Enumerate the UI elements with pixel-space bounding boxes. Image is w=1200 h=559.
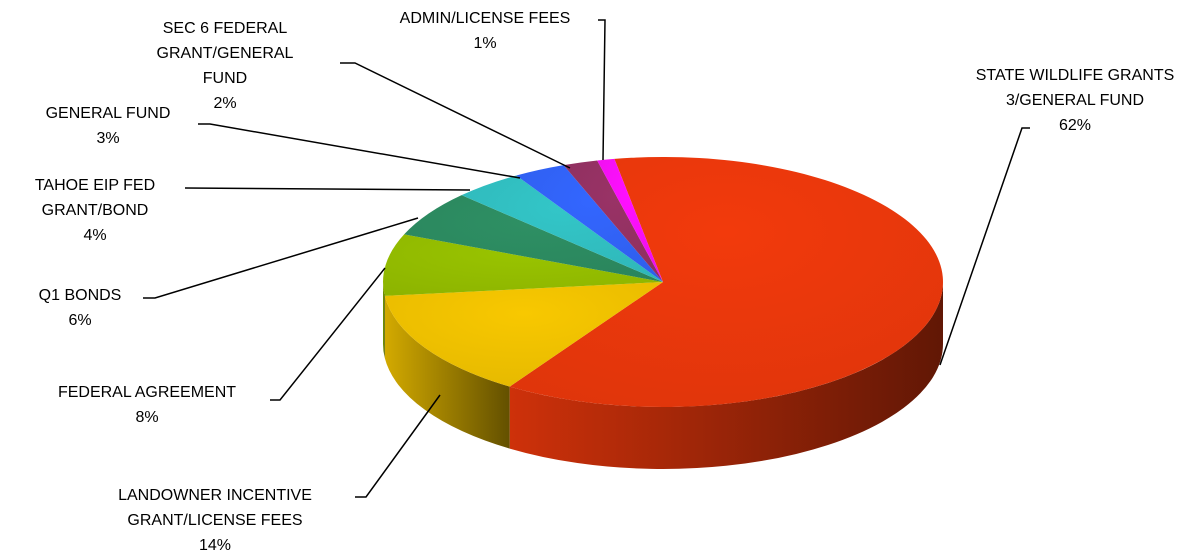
slice-label: TAHOE EIP FED GRANT/BOND 4% [25,173,165,248]
value-label: 6% [68,312,92,329]
pie-slice [516,165,663,282]
value-label: 3% [96,130,120,147]
category-label: STATE WILDLIFE GRANTS 3/GENERAL FUND [975,67,1175,109]
leader-line [355,394,441,498]
pie-slice [461,175,663,282]
leader-line [143,217,419,299]
slice-label: STATE WILDLIFE GRANTS 3/GENERAL FUND 62% [960,63,1190,138]
value-label: 8% [135,409,159,426]
leader-line [270,267,386,401]
category-label: Q1 BONDS [38,287,122,304]
pie-side [509,282,943,469]
slice-label: SEC 6 FEDERAL GRANT/GENERAL FUND 2% [135,16,315,116]
category-label: SEC 6 FEDERAL GRANT/GENERAL FUND [156,20,294,87]
slice-label: GENERAL FUND 3% [8,101,208,151]
leader-line [939,127,1030,366]
category-label: GENERAL FUND [45,105,171,122]
value-label: 2% [213,95,237,112]
pie-slice [563,160,663,282]
category-label: TAHOE EIP FED GRANT/BOND [34,177,156,219]
pie-slice [383,234,663,296]
pie-slice [384,282,663,387]
pie-slice [597,158,663,282]
slice-label: Q1 BONDS 6% [20,283,140,333]
slice-label: FEDERAL AGREEMENT 8% [17,380,277,430]
pie-side [384,295,510,449]
leader-line [598,19,606,161]
category-label: ADMIN/LICENSE FEES [399,10,571,27]
slice-label: ADMIN/LICENSE FEES 1% [370,6,600,56]
value-label: 1% [473,35,497,52]
value-label: 14% [198,537,232,554]
leader-line [184,187,471,191]
pie-slice [404,195,663,282]
slice-label: LANDOWNER INCENTIVE GRANT/LICENSE FEES 14… [115,483,315,558]
category-label: LANDOWNER INCENTIVE GRANT/LICENSE FEES [118,487,312,529]
pie-slice [509,157,943,407]
leader-line [340,62,571,169]
leader-line [198,123,521,179]
value-label: 62% [1058,117,1092,134]
value-label: 4% [83,227,107,244]
category-label: FEDERAL AGREEMENT [57,384,237,401]
pie-side [383,282,385,358]
